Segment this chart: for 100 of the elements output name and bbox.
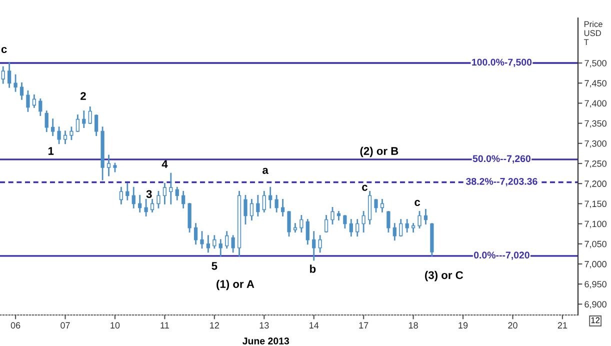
x-tick-label: 20 <box>508 322 518 329</box>
annotation: (2) or B <box>360 146 398 158</box>
candlestick <box>362 211 366 233</box>
candlestick <box>225 231 229 249</box>
annotation: (1) or A <box>216 280 254 290</box>
annotation: 100.0%-7,500 <box>472 58 532 68</box>
candlestick <box>300 215 304 233</box>
candlestick <box>392 223 396 241</box>
annotation: a <box>262 168 268 174</box>
candlestick <box>318 235 322 253</box>
candlestick <box>374 198 378 212</box>
candlestick <box>380 198 384 212</box>
candlestick <box>287 211 291 237</box>
x-axis-title: June 2013 <box>242 338 290 344</box>
candlestick <box>88 106 92 124</box>
candlestick <box>293 223 298 233</box>
candlestick <box>244 194 248 224</box>
annotation: 4 <box>162 160 168 168</box>
candlestick <box>231 235 235 253</box>
candlestick <box>82 110 86 128</box>
y-tick-label: 6,950 <box>584 281 606 288</box>
x-tick-label: 14 <box>310 322 319 328</box>
x-tick-label: 12 <box>210 322 219 328</box>
x-tick-label: 06 <box>10 322 20 329</box>
y-tick-label: 7,200 <box>584 180 606 188</box>
y-tick-label: 7,250 <box>584 160 606 168</box>
candlestick <box>126 182 130 200</box>
candlestick <box>200 231 204 249</box>
candlestick <box>330 207 334 224</box>
candlestick <box>8 62 12 88</box>
candlestick <box>20 82 24 100</box>
x-tick-label: 18 <box>408 322 418 329</box>
x-tick-label: 11 <box>160 322 169 328</box>
y-tick-label: 7,100 <box>584 220 606 228</box>
annotation: 0.0%---7,020 <box>474 252 530 260</box>
candlestick <box>349 219 353 237</box>
annotation: (3) or C <box>425 270 464 282</box>
candlestick <box>156 190 160 208</box>
candlestick <box>182 190 186 208</box>
annotation: 38.2%--7,203.36 <box>466 178 538 186</box>
candlestick <box>76 114 80 132</box>
y-tick-label: 6,900 <box>584 301 606 309</box>
candlestick <box>218 239 222 257</box>
y-tick-label: 7,450 <box>584 80 606 88</box>
candlestick <box>324 215 328 233</box>
candlestick <box>405 219 409 233</box>
candlestick <box>26 90 30 112</box>
candlestick <box>356 219 360 237</box>
y-tick-label: 7,000 <box>584 260 606 268</box>
candlestick <box>144 198 148 216</box>
x-tick-label: 17 <box>359 322 368 328</box>
y-tick-label: 7,500 <box>584 60 606 68</box>
candlestick <box>386 211 390 233</box>
y-tick-label: 7,350 <box>584 120 606 128</box>
candlestick <box>63 130 68 144</box>
x-tick-label: 21 <box>558 322 568 328</box>
candlestick <box>336 211 341 220</box>
candlestick <box>44 110 48 132</box>
candlestick <box>94 114 98 136</box>
candlestick <box>32 94 36 108</box>
x-tick-label: 10 <box>110 322 120 329</box>
annotation: 5 <box>212 262 218 270</box>
candlestick <box>1 66 5 84</box>
candlestick <box>312 231 316 261</box>
candlestick <box>206 235 210 253</box>
annotation: c <box>414 200 420 206</box>
y-tick-label: 7,050 <box>584 240 606 248</box>
candlestick <box>106 154 111 176</box>
candlestick <box>418 211 422 228</box>
candlestick <box>57 126 61 144</box>
candlestick <box>256 194 260 216</box>
y-tick-label: 7,150 <box>584 200 606 208</box>
candlestick <box>274 194 278 212</box>
y-axis-title: Price USD T <box>584 20 602 45</box>
candlestick <box>175 186 179 200</box>
candlestick <box>424 209 428 224</box>
y-tick-label: 7,400 <box>584 100 606 108</box>
candlestick <box>262 190 266 212</box>
annotation: c <box>362 184 368 191</box>
candlestick <box>169 172 173 204</box>
annotation: 50.0%--7,260 <box>472 155 530 164</box>
annotation: b <box>310 264 316 273</box>
x-tick-label: 13 <box>260 322 269 329</box>
candlestick <box>119 186 124 204</box>
annotation: 2 <box>80 92 86 100</box>
text: 12 <box>591 317 600 324</box>
candlestick <box>194 223 198 245</box>
candlestick <box>306 219 310 245</box>
candlestick <box>212 235 216 249</box>
candlestick <box>132 186 136 208</box>
annotation: 3 <box>146 190 152 198</box>
candlestick <box>399 219 403 237</box>
annotation: 1 <box>48 147 54 155</box>
candlestick <box>150 198 154 212</box>
candlestick <box>268 186 272 208</box>
candlestick <box>51 118 55 136</box>
candlestick <box>70 126 74 140</box>
candlestick <box>411 223 416 233</box>
x-tick-label: 19 <box>458 322 468 329</box>
candlestick <box>343 215 347 228</box>
